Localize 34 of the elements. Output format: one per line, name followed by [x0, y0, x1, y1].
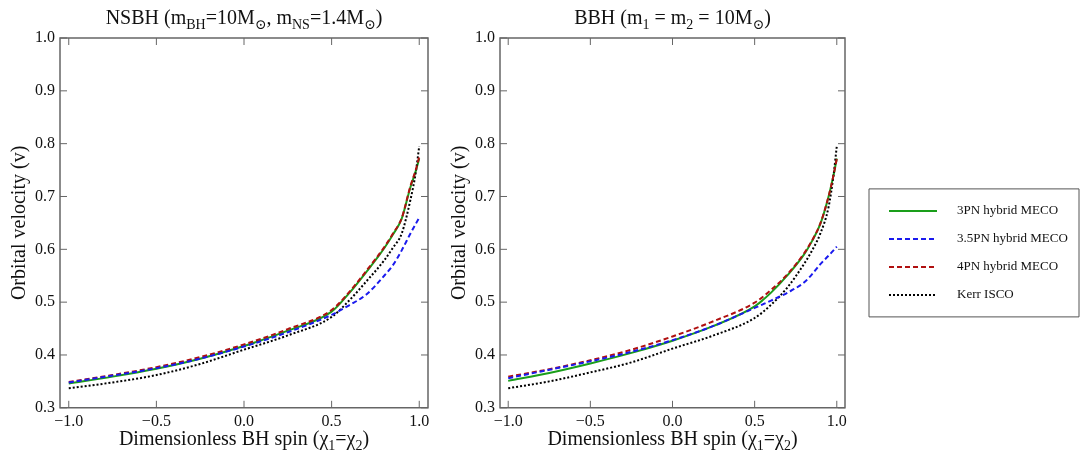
- x-tick-label: −1.0: [54, 411, 84, 429]
- y-tick-label: 0.7: [35, 186, 55, 204]
- y-tick-label: 0.6: [35, 239, 55, 257]
- x-tick-label: −0.5: [141, 411, 171, 429]
- y-tick-label: 0.8: [475, 133, 495, 151]
- x-tick-label: −1.0: [493, 411, 523, 429]
- x-tick-label: 0.0: [662, 411, 683, 429]
- y-tick-label: 0.3: [475, 398, 495, 415]
- y-tick-label: 0.7: [475, 186, 495, 204]
- y-tick-label: 0.3: [35, 398, 55, 415]
- x-tick-label: −0.5: [575, 411, 605, 429]
- legend-label: 3.5PN hybrid MECO: [957, 230, 1068, 246]
- y-tick-label: 0.5: [475, 292, 495, 310]
- y-axis-title: Orbital velocity (v): [447, 145, 470, 301]
- y-tick-label: 1.0: [475, 28, 495, 46]
- x-tick-label: 0.5: [321, 411, 342, 429]
- y-tick-label: 1.0: [35, 28, 55, 46]
- y-tick-label: 0.5: [35, 292, 55, 310]
- legend-label: 3PN hybrid MECO: [957, 202, 1059, 218]
- x-tick-label: 0.5: [744, 411, 765, 429]
- y-tick-label: 0.4: [475, 345, 495, 363]
- line-series: [507, 245, 838, 380]
- y-tick-label: 0.8: [35, 133, 55, 151]
- x-tick-label: 1.0: [826, 411, 847, 429]
- y-axis-title: Orbital velocity (v): [7, 145, 30, 301]
- line-series: [67, 216, 421, 384]
- y-tick-label: 0.4: [35, 345, 55, 363]
- legend-label: Kerr ISCO: [957, 286, 1014, 302]
- y-tick-label: 0.6: [475, 239, 495, 257]
- legend-label: 4PN hybrid MECO: [957, 258, 1059, 274]
- y-tick-label: 0.9: [35, 81, 55, 99]
- x-tick-label: 0.0: [234, 411, 254, 429]
- x-tick-label: 1.0: [409, 411, 430, 429]
- y-tick-label: 0.9: [475, 81, 495, 99]
